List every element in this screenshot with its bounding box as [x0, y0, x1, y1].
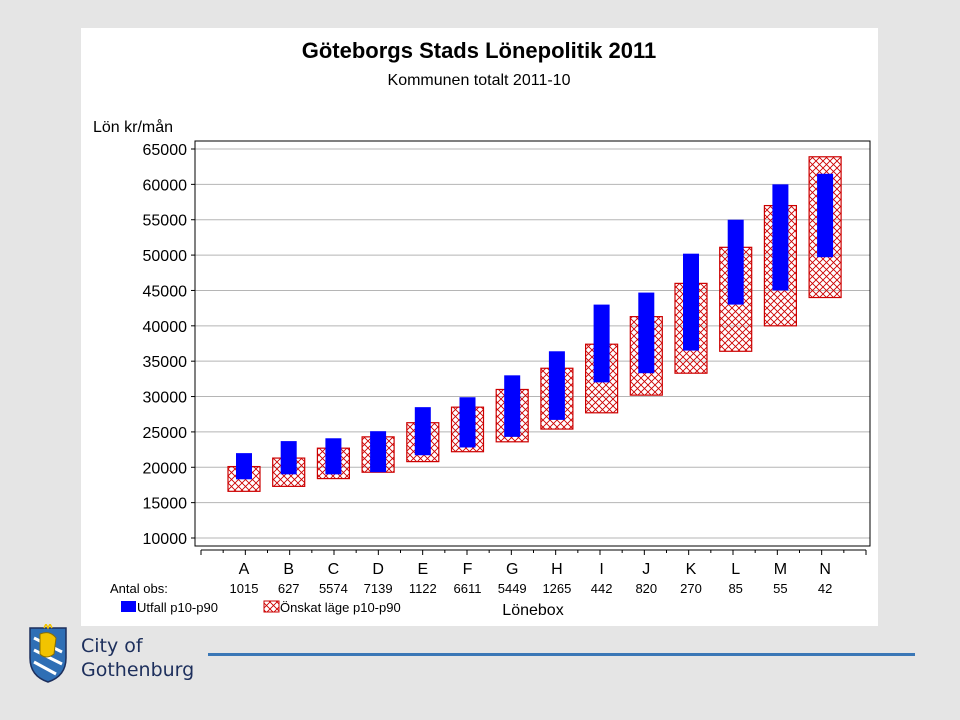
x-tick-label: D — [372, 561, 384, 578]
legend-swatch-onskat — [263, 600, 280, 613]
y-tick-label: 15000 — [143, 496, 188, 513]
x-tick-label: N — [819, 561, 831, 578]
x-tick-label: E — [417, 561, 428, 578]
utfall-bar-i — [593, 304, 610, 383]
utfall-bar-k — [683, 253, 699, 351]
brand-line-1: City of — [81, 635, 144, 657]
plot-frame — [194, 140, 871, 547]
y-tick-label: 45000 — [143, 283, 188, 300]
chart-title: Göteborgs Stads Lönepolitik 2011 — [302, 38, 657, 63]
y-tick-label: 10000 — [143, 531, 188, 548]
utfall-bar-e — [414, 407, 431, 456]
legend-label-utfall: Utfall p10-p90 — [137, 600, 218, 615]
utfall-bar-n — [817, 173, 834, 258]
x-ticks: A 1015 B 627 C 5574 D 7139 E 1122 F 6611 G 5449 H 1265 I… — [200, 549, 867, 596]
city-of-gothenburg-logo: City of Gothenburg — [29, 624, 194, 683]
grid — [195, 148, 870, 539]
obs-count: 270 — [680, 581, 702, 596]
obs-count: 42 — [818, 581, 832, 596]
utfall-bar-h — [548, 351, 565, 420]
y-tick-label: 65000 — [143, 142, 188, 159]
y-tick-label: 25000 — [143, 425, 188, 442]
x-tick-label: L — [731, 561, 740, 578]
x-tick-label: A — [239, 561, 250, 578]
obs-count: 1122 — [409, 581, 437, 596]
utfall-bar-l — [727, 219, 744, 305]
y-tick-label: 40000 — [143, 319, 188, 336]
legend-label-onskat: Önskat läge p10-p90 — [280, 600, 401, 615]
obs-count: 1015 — [230, 581, 259, 596]
chart-panel: Göteborgs Stads Lönepolitik 2011 Kommune… — [81, 28, 878, 626]
legend: Utfall p10-p90 Önskat läge p10-p90 — [121, 600, 401, 615]
utfall-bar-a — [236, 453, 252, 480]
obs-count: 5574 — [319, 581, 348, 596]
obs-label: Antal obs: — [110, 581, 168, 596]
x-tick-label: M — [774, 561, 787, 578]
obs-count: 55 — [773, 581, 787, 596]
y-axis-label: Lön kr/mån — [93, 118, 173, 136]
y-tick-label: 20000 — [143, 460, 188, 477]
y-tick-label: 55000 — [143, 213, 188, 230]
obs-count: 1265 — [542, 581, 571, 596]
x-tick-label: C — [328, 561, 340, 578]
bars — [227, 156, 842, 492]
x-tick-label: B — [283, 561, 294, 578]
obs-count: 7139 — [364, 581, 393, 596]
y-ticks: 65000 60000 55000 50000 45000 40000 35000 30000… — [143, 142, 195, 548]
utfall-bar-c — [325, 438, 342, 475]
obs-count: 820 — [635, 581, 657, 596]
x-axis-label: Lönebox — [502, 602, 563, 619]
x-tick-label: H — [551, 561, 563, 578]
utfall-bar-b — [280, 441, 297, 475]
obs-count: 627 — [278, 581, 300, 596]
x-tick-label: F — [463, 561, 473, 578]
chart: Göteborgs Stads Lönepolitik 2011 Kommune… — [93, 38, 871, 619]
obs-count: 85 — [728, 581, 742, 596]
utfall-bar-f — [459, 397, 476, 448]
x-tick-label: J — [642, 561, 650, 578]
utfall-bar-d — [370, 431, 387, 473]
utfall-bar-j — [638, 292, 655, 374]
chart-subtitle: Kommunen totalt 2011-10 — [388, 72, 571, 89]
obs-count: 442 — [591, 581, 613, 596]
y-tick-label: 60000 — [143, 177, 188, 194]
obs-count: 5449 — [498, 581, 527, 596]
utfall-bar-m — [772, 184, 789, 291]
brand-line-2: Gothenburg — [81, 659, 194, 681]
y-tick-label: 50000 — [143, 248, 188, 265]
footer-rule — [208, 653, 915, 656]
x-tick-label: K — [686, 561, 697, 578]
x-tick-label: I — [599, 561, 603, 578]
x-tick-label: G — [506, 561, 518, 578]
coat-of-arms-icon — [29, 624, 67, 683]
legend-swatch-utfall — [121, 601, 136, 612]
utfall-bar-g — [504, 375, 521, 437]
y-tick-label: 30000 — [143, 390, 188, 407]
obs-count: 6611 — [454, 581, 482, 596]
y-tick-label: 35000 — [143, 354, 188, 371]
